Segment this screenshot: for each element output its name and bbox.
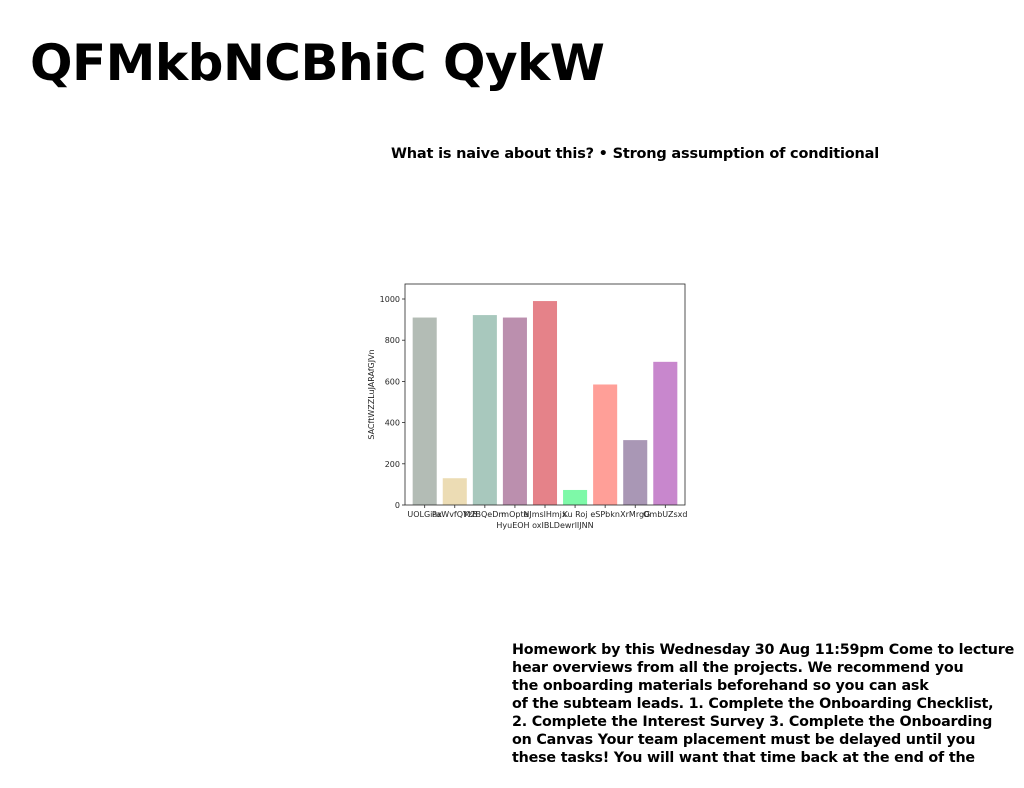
bar-8 xyxy=(653,361,678,505)
y-axis-label: SACftWZZLuJARAfGJVn xyxy=(367,349,376,439)
slide-title: QFMkbNCBhiC QykW xyxy=(30,34,605,92)
y-tick-label: 0 xyxy=(395,501,400,510)
x-tick-label: eSPbkn xyxy=(590,510,620,519)
body-line: these tasks! You will want that time bac… xyxy=(512,750,975,766)
x-tick-label: mOpte xyxy=(501,510,528,519)
bar-3 xyxy=(502,317,527,505)
x-tick-label: OmbUZsxd xyxy=(643,510,687,519)
bar-5 xyxy=(563,489,588,505)
bar-7 xyxy=(623,440,648,505)
bars-layer xyxy=(412,301,678,505)
x-tick-label: Ku Roj xyxy=(563,510,588,519)
bar-chart-svg: UOLGiaxPaWvfQYzBM2BQeDmmOpteNJmslHmjxKu … xyxy=(367,283,688,530)
ticks-layer: UOLGiaxPaWvfQYzBM2BQeDmmOpteNJmslHmjxKu … xyxy=(380,295,688,519)
y-tick-label: 400 xyxy=(385,419,400,428)
x-tick-label: UOLGiax xyxy=(407,510,442,519)
x-tick-label: XrMrgG xyxy=(620,510,650,519)
x-tick-label: PaWvfQYzB xyxy=(432,510,478,519)
bar-1 xyxy=(442,478,467,505)
bar-chart: UOLGiax PaWvfQYzB M2BQeDm mOpte NJmslHmjx Ku … xyxy=(360,275,700,540)
body-line: on Canvas Your team placement must be de… xyxy=(512,732,976,748)
bar-6 xyxy=(593,384,618,505)
y-tick-label: 1000 xyxy=(380,295,400,304)
x-axis-label: HyuEOH oxIBLDewrlIJNN xyxy=(496,521,593,530)
x-tick-label: M2BQeDm xyxy=(464,510,507,519)
bar-4 xyxy=(532,301,558,505)
body-text: Homework by this Wednesday 30 Aug 11:59p… xyxy=(512,641,1024,767)
bar-2 xyxy=(472,315,497,505)
body-line: 2. Complete the Interest Survey 3. Compl… xyxy=(512,714,993,730)
y-tick-label: 800 xyxy=(385,336,400,345)
y-tick-label: 200 xyxy=(385,460,400,469)
bar-0 xyxy=(412,317,437,505)
body-line: Homework by this Wednesday 30 Aug 11:59p… xyxy=(512,642,1015,658)
body-line: the onboarding materials beforehand so y… xyxy=(512,678,929,694)
body-line: of the subteam leads. 1. Complete the On… xyxy=(512,696,994,712)
body-line: hear overviews from all the projects. We… xyxy=(512,660,964,676)
slide-subtitle: What is naive about this? • Strong assum… xyxy=(391,146,880,162)
x-tick-label: NJmslHmjx xyxy=(523,510,567,519)
y-tick-label: 600 xyxy=(385,377,400,386)
